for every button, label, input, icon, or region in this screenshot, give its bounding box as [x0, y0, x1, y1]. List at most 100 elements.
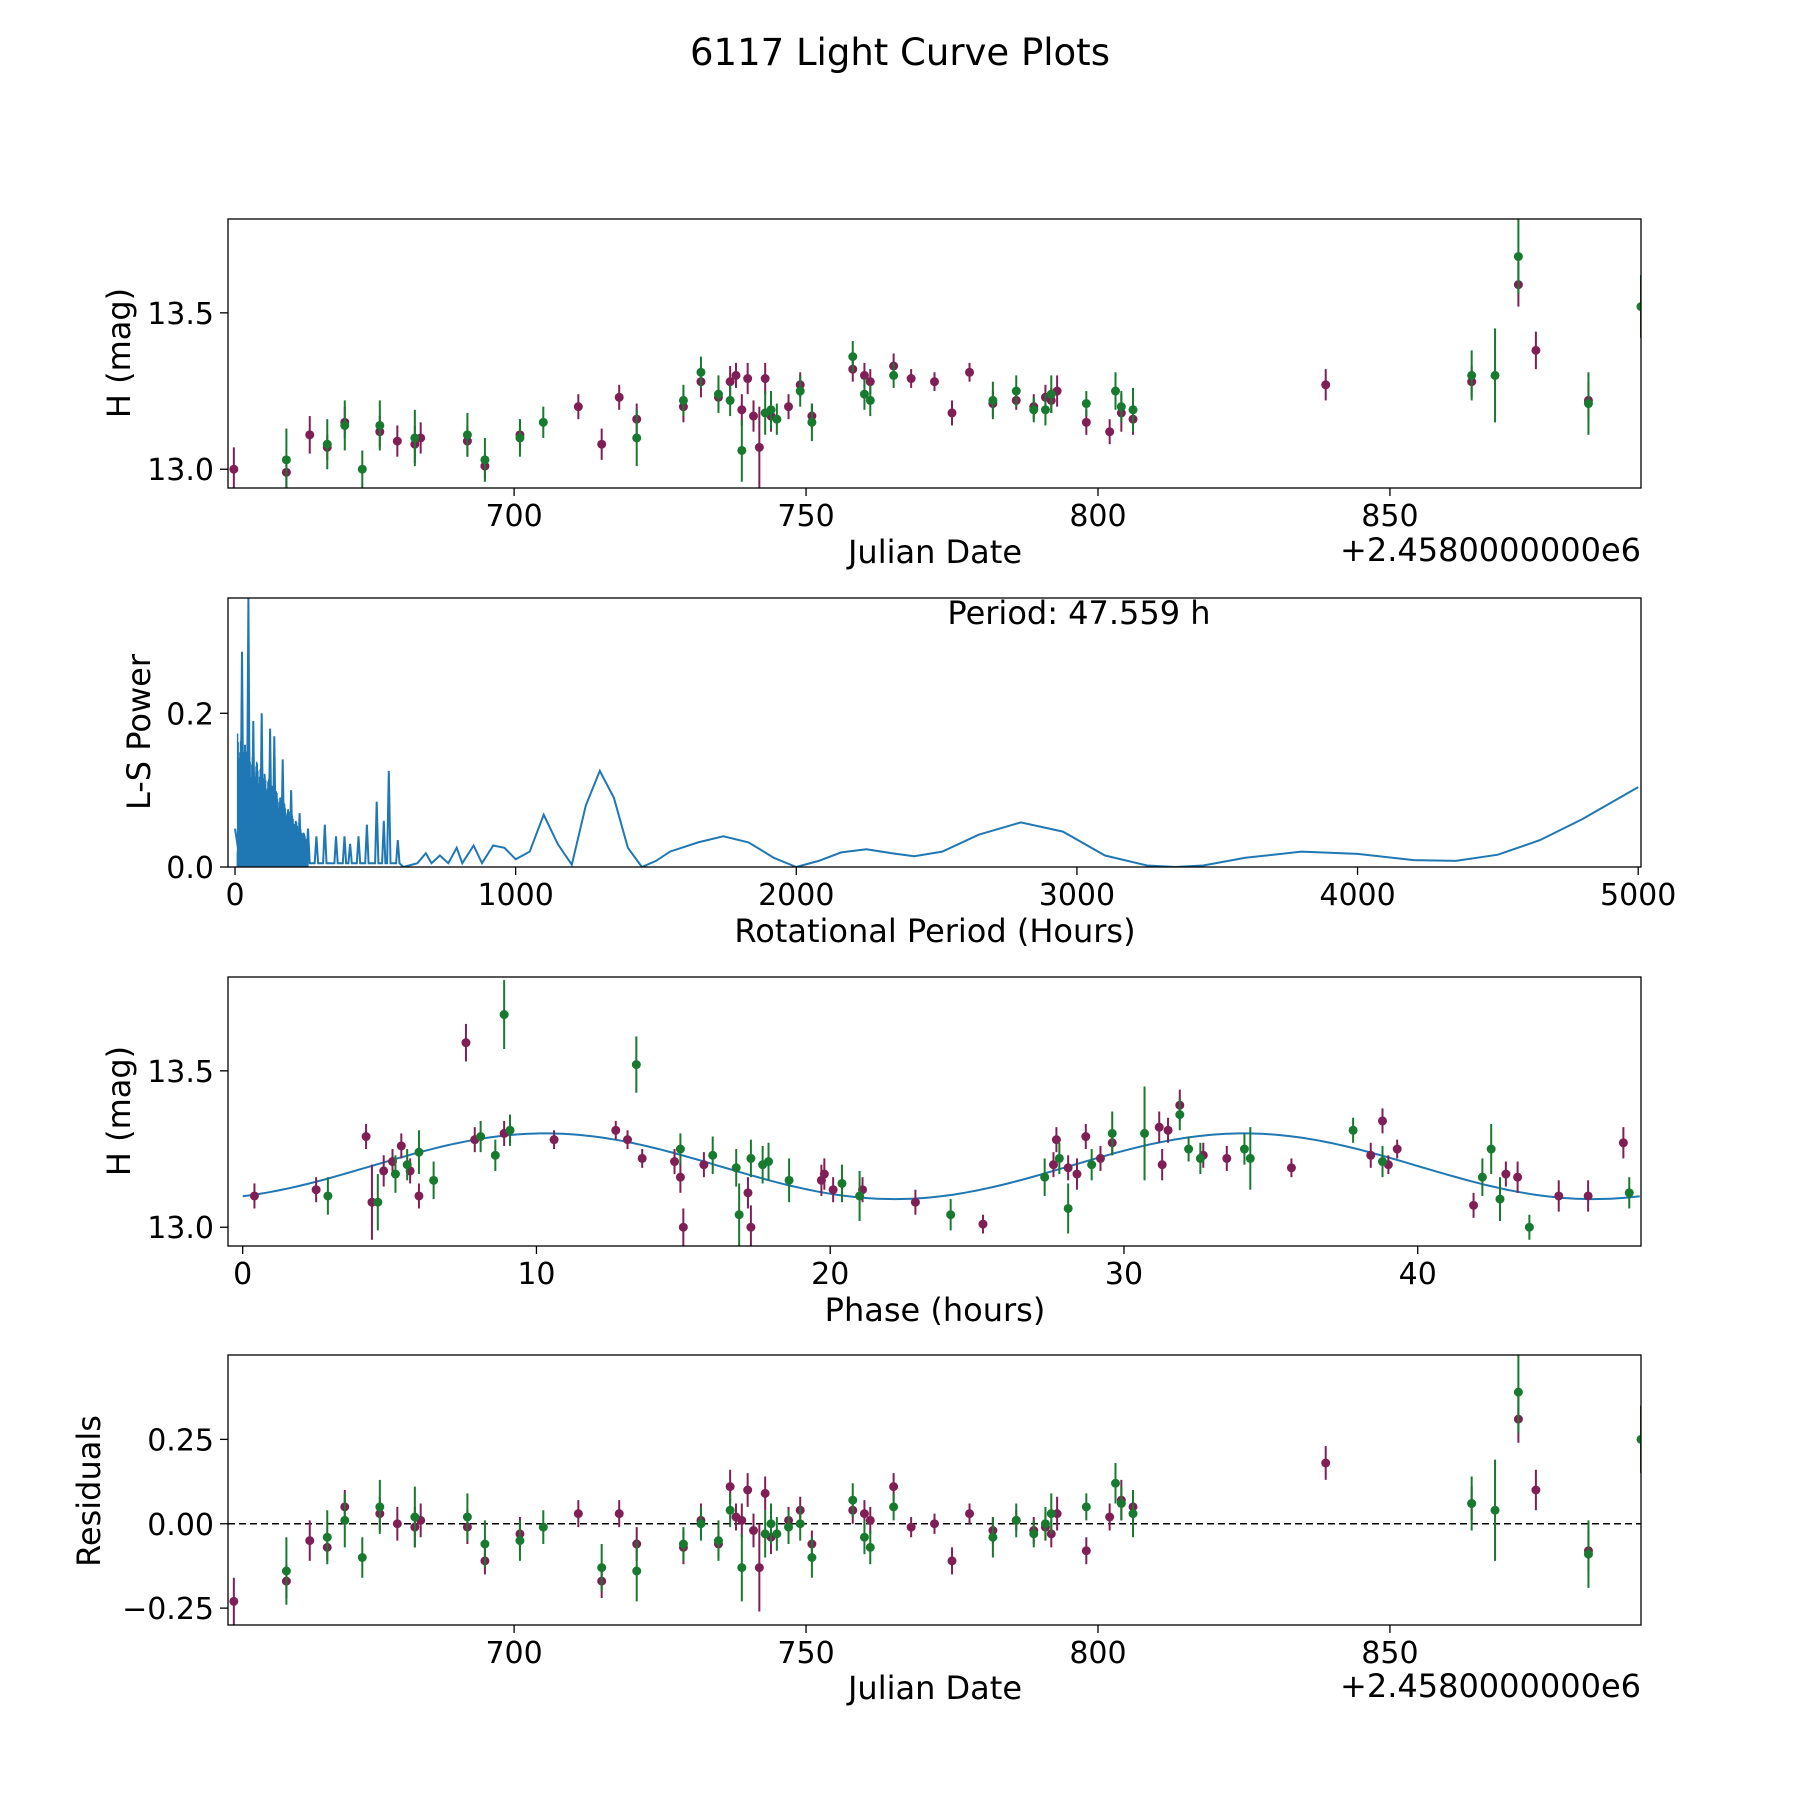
residuals-point-band-b [760, 1529, 770, 1539]
light-curve-point-band-b [1081, 399, 1091, 409]
light-curve-point-band-a [947, 408, 957, 418]
residuals-point-band-b [1128, 1509, 1138, 1519]
residuals-point-band-b [1011, 1515, 1021, 1525]
residuals-xtick-label: 800 [1069, 1636, 1126, 1671]
light-curve-point-band-a [1531, 345, 1541, 355]
periodogram-spike-forest [236, 733, 309, 867]
light-curve-point-band-a [614, 392, 624, 402]
phase-folded-point-band-b [1524, 1222, 1534, 1232]
phase-folded-point-band-a [1063, 1163, 1073, 1173]
light-curve-xlabel: Julian Date [846, 533, 1022, 571]
light-curve-point-band-b [1513, 252, 1523, 262]
light-curve-point-band-b [737, 445, 747, 455]
phase-folded-point-band-b [1195, 1153, 1205, 1163]
residuals-axes: 700 750 800 850 −0.25 0.00 0.25 [122, 1423, 1419, 1671]
light-curve-point-band-b [340, 420, 350, 430]
residuals-point-band-b [340, 1515, 350, 1525]
phase-folded-point-band-b [764, 1157, 774, 1167]
phase-folded-point-band-b [402, 1160, 412, 1170]
residuals-point-band-b [1116, 1499, 1126, 1508]
phase-folded-point-band-a [461, 1038, 471, 1048]
light-curve-point-band-b [865, 395, 875, 405]
light-curve-ytick-label: 13.5 [147, 297, 214, 332]
phase-folded-point-band-a [1366, 1150, 1376, 1160]
residuals-point-band-b [322, 1532, 332, 1542]
phase-folded-point-band-a [819, 1169, 829, 1179]
phase-folded-point-band-b [505, 1125, 515, 1135]
phase-folded-point-band-b [746, 1153, 756, 1163]
phase-folded-point-band-a [1051, 1135, 1061, 1145]
periodogram-xtick-label: 0 [225, 878, 244, 913]
phase-folded-point-band-b [1477, 1172, 1487, 1182]
residuals-xlabel: Julian Date [846, 1669, 1022, 1707]
light-curve-point-band-a [965, 367, 975, 377]
residuals-point-band-a [859, 1509, 869, 1519]
residuals-frame [227, 1354, 1642, 1626]
phase-folded-point-band-b [1624, 1188, 1634, 1198]
phase-folded-xlabel: Phase (hours) [825, 1291, 1046, 1329]
phase-folded-point-band-a [1095, 1153, 1105, 1163]
light-curve-point-band-b [1029, 405, 1039, 415]
residuals-point-band-a [865, 1515, 875, 1525]
residuals-point-band-b [538, 1522, 548, 1532]
residuals-point-band-b [784, 1522, 794, 1532]
residuals-point-band-b [1040, 1519, 1050, 1529]
phase-folded-point-band-a [611, 1125, 621, 1135]
light-curve-point-band-b [1583, 399, 1593, 409]
phase-folded-xtick-label: 40 [1399, 1257, 1437, 1292]
residuals-point-band-a [229, 1596, 239, 1606]
light-curve-point-band-b [375, 420, 385, 430]
residuals-point-band-b [597, 1563, 607, 1573]
residuals-point-band-a [305, 1536, 315, 1546]
light-curve-point-band-a [731, 370, 741, 380]
residuals-point-band-b [795, 1519, 805, 1529]
light-curve-ylabel: H (mag) [100, 288, 138, 418]
phase-folded-point-band-b [731, 1163, 741, 1173]
light-curve-point-band-b [678, 395, 688, 405]
light-curve-point-band-a [748, 411, 758, 421]
phase-folded-point-band-b [429, 1175, 439, 1185]
light-curve-point-band-a [305, 430, 315, 440]
light-curve-point-band-a [229, 464, 239, 474]
light-curve-point-band-b [515, 433, 525, 443]
residuals-point-band-a [1105, 1512, 1115, 1522]
residuals-point-band-b [375, 1502, 385, 1512]
phase-folded-point-band-a [396, 1141, 406, 1151]
light-curve-point-band-b [889, 370, 899, 380]
periodogram-xtick-label: 5000 [1600, 878, 1676, 913]
light-curve-offset-label: +2.4580000000e6 [1340, 531, 1641, 569]
light-curve-point-band-b [713, 389, 723, 399]
phase-folded-point-band-b [1348, 1125, 1358, 1135]
residuals-point-band-a [573, 1509, 583, 1519]
phase-folded-point-band-b [1495, 1194, 1505, 1204]
periodogram-ytick-label: 0.2 [166, 697, 214, 732]
light-curve-point-band-b [1490, 370, 1500, 380]
phase-folded-frame [227, 976, 1642, 1247]
light-curve-point-band-b [696, 367, 706, 377]
phase-folded-point-band-b [414, 1147, 424, 1157]
light-curve-point-band-a [1105, 427, 1115, 437]
residuals-xtick-label: 750 [777, 1636, 834, 1671]
residuals-point-band-b [848, 1495, 858, 1505]
phase-folded-point-band-b [946, 1210, 956, 1220]
phase-folded-point-band-a [1469, 1200, 1479, 1210]
residuals-ytick-label: 0.25 [147, 1423, 214, 1458]
light-curve-point-band-b [538, 417, 548, 427]
light-curve-axes: 700 750 800 850 13.0 13.5 [147, 297, 1418, 534]
residuals-point-band-b [281, 1566, 291, 1576]
phase-folded-point-band-b [476, 1132, 486, 1142]
residuals-point-band-b [1513, 1387, 1523, 1397]
residuals-points [228, 1355, 1641, 1625]
light-curve-point-band-a [392, 436, 402, 446]
light-curve-point-band-b [807, 417, 817, 427]
residuals-xtick-label: 700 [485, 1636, 542, 1671]
light-curve-point-band-b [281, 455, 291, 465]
residuals-point-band-a [930, 1519, 939, 1529]
periodogram-annotation: Period: 47.559 h [947, 594, 1210, 632]
phase-folded-point-band-b [837, 1178, 847, 1188]
light-curve-point-band-b [462, 430, 472, 440]
light-curve-point-band-a [859, 370, 869, 380]
model-fit-curve [242, 1132, 1640, 1201]
phase-folded-point-band-a [361, 1132, 371, 1142]
